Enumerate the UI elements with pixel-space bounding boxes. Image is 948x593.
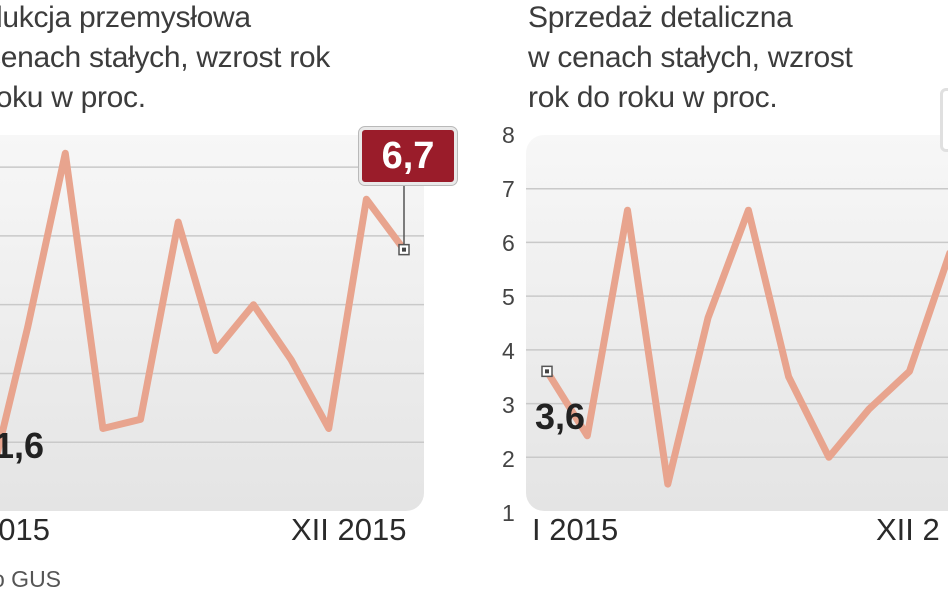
right-x-start-label: I 2015 bbox=[532, 512, 619, 547]
left-x-end-label: XII 2015 bbox=[291, 512, 407, 547]
right-title-line-3: rok do roku w proc. bbox=[528, 81, 778, 114]
chart-1-series-line bbox=[0, 149, 408, 457]
right-plot-background bbox=[526, 135, 948, 511]
left-end-value-badge: 6,7 bbox=[359, 127, 457, 185]
right-chart-title: Sprzedaż detaliczna w cenach stałych, wz… bbox=[528, 0, 948, 118]
right-title-line-1: Sprzedaż detaliczna bbox=[528, 1, 793, 34]
source-note: o GUS bbox=[0, 566, 62, 592]
right-y-tick-8: 8 bbox=[502, 122, 515, 148]
right-y-tick-4: 4 bbox=[502, 338, 515, 364]
chart-2-start-marker-dot bbox=[545, 369, 549, 374]
right-start-value-label: 3,6 bbox=[535, 396, 586, 437]
chart-2-series-line bbox=[543, 206, 948, 488]
chart-1-end-marker-dot bbox=[402, 247, 406, 252]
left-x-start-label: 2015 bbox=[0, 513, 50, 547]
left-title-line-2: cenach stałych, wzrost rok bbox=[0, 41, 330, 74]
left-title-line-1: dukcja przemysłowa bbox=[0, 1, 251, 34]
right-y-tick-7: 7 bbox=[502, 176, 515, 202]
right-end-value-badge bbox=[940, 88, 948, 152]
right-y-tick-5: 5 bbox=[502, 284, 515, 310]
right-y-tick-1: 1 bbox=[502, 500, 515, 526]
left-start-value-label: 1,6 bbox=[0, 425, 45, 466]
right-title-line-2: w cenach stałych, wzrost bbox=[528, 41, 853, 74]
right-y-tick-3: 3 bbox=[502, 392, 515, 418]
left-chart-title: dukcja przemysłowa cenach stałych, wzros… bbox=[0, 0, 406, 118]
right-y-tick-2: 2 bbox=[502, 446, 515, 472]
right-y-tick-6: 6 bbox=[502, 230, 515, 256]
left-title-line-3: roku w proc. bbox=[0, 81, 146, 114]
right-x-end-label: XII 2 bbox=[876, 512, 940, 547]
